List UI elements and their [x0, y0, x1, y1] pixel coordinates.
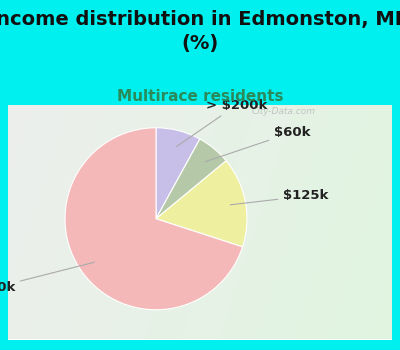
Wedge shape: [156, 139, 226, 219]
Text: Multirace residents: Multirace residents: [117, 89, 283, 104]
Wedge shape: [156, 161, 247, 247]
Text: > $200k: > $200k: [176, 98, 268, 147]
Text: $10k: $10k: [0, 262, 94, 294]
Text: $125k: $125k: [230, 189, 329, 205]
Wedge shape: [156, 128, 200, 219]
Text: Income distribution in Edmonston, MD
(%): Income distribution in Edmonston, MD (%): [0, 10, 400, 53]
Wedge shape: [65, 128, 242, 310]
Text: City-Data.com: City-Data.com: [252, 107, 316, 116]
Text: $60k: $60k: [205, 126, 311, 162]
